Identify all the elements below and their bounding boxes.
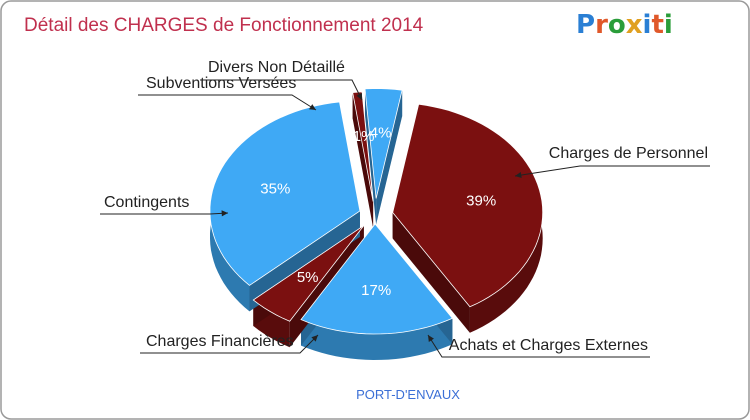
logo-letter: r (595, 10, 608, 40)
leader-line (427, 334, 650, 358)
leader-line (140, 334, 319, 354)
logo-letter: x (626, 10, 643, 40)
leader-arrow (309, 104, 316, 110)
chart-subtitle: PORT-D'ENVAUX (356, 387, 460, 402)
category-label: Contingents (104, 194, 189, 211)
slice-side (301, 318, 453, 360)
slice-wall (352, 92, 374, 228)
leader-line (138, 94, 317, 111)
slice-charges-de-personnel (392, 103, 544, 308)
leader-lines (100, 79, 710, 358)
percent-label: 39% (466, 193, 496, 210)
logo-letter: t (651, 10, 663, 40)
slice-wall (392, 212, 470, 333)
proxiti-logo: Proxiti (576, 10, 673, 40)
logo-letter: i (643, 10, 652, 40)
percent-label: 17% (361, 282, 391, 299)
slice-wall (364, 88, 377, 225)
percent-label: 35% (260, 181, 290, 198)
leader-arrow (428, 335, 434, 342)
category-label: Charges Financières (146, 333, 294, 350)
category-labels: Charges de Personnel Achats et Charges Ex… (104, 59, 708, 354)
category-label: Charges de Personnel (549, 145, 708, 162)
leader-arrow (515, 172, 522, 179)
logo-letter: P (576, 10, 595, 40)
slice-charges-financi-res (252, 225, 365, 322)
slice-subventions-vers-es (352, 91, 374, 202)
percentage-labels: 39% 17% 5% 35% 1%4% (260, 125, 496, 299)
leader-line (200, 79, 363, 101)
category-label: Subventions Versées (146, 75, 296, 92)
leader-arrow (356, 93, 362, 100)
category-label: Achats et Charges Externes (449, 337, 648, 354)
percent-label: 5% (297, 269, 319, 286)
leader-arrow (221, 210, 228, 217)
leader-line (514, 165, 710, 177)
percent-label: 1% (353, 128, 375, 145)
slice-wall (376, 90, 403, 225)
slice-tops (209, 88, 544, 335)
slice-divers-non-d-taill- (364, 88, 403, 199)
slice-achats-et-charges-externes (300, 223, 454, 335)
leader-arrow (311, 335, 318, 342)
category-label: Divers Non Détaillé (208, 59, 345, 76)
logo-letter: o (608, 10, 626, 40)
chart-title: Détail des CHARGES de Fonctionnement 201… (24, 15, 424, 36)
percent-label: 4% (370, 125, 392, 142)
logo-letter: i (664, 10, 673, 40)
slice-contingents (209, 101, 361, 286)
